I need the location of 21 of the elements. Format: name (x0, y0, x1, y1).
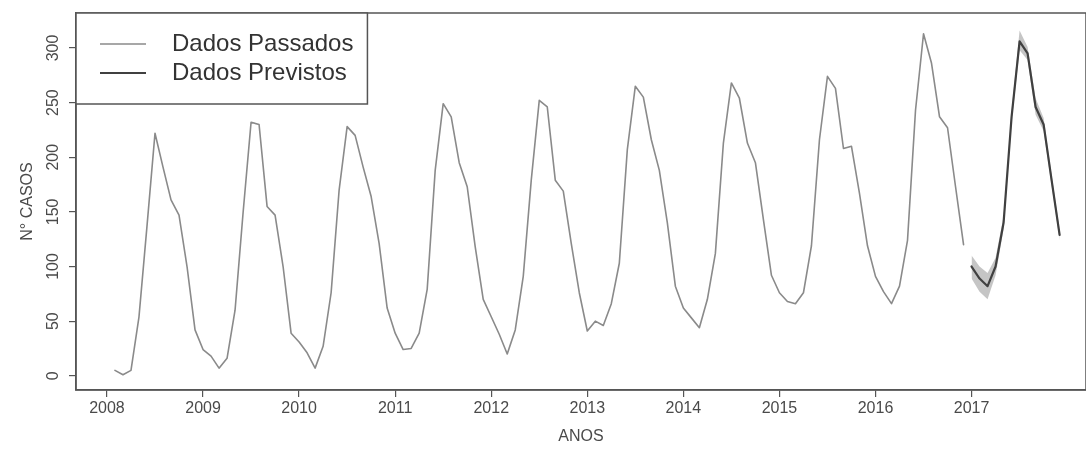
x-tick-label: 2013 (569, 399, 606, 417)
y-tick-label: 50 (44, 312, 62, 331)
y-tick-label: 150 (44, 198, 62, 226)
x-tick-label: 2011 (377, 399, 413, 417)
y-tick-label: 100 (44, 253, 62, 280)
x-tick-label: 2017 (953, 399, 990, 417)
x-axis-title: ANOS (558, 426, 604, 444)
legend-label: Dados Previstos (172, 57, 347, 85)
x-tick-label: 2010 (281, 399, 317, 417)
y-tick-label: 0 (44, 371, 62, 381)
y-tick-label: 250 (44, 89, 62, 116)
y-tick-label: 300 (44, 34, 62, 62)
legend-label: Dados Passados (172, 28, 354, 56)
x-tick-label: 2009 (185, 399, 221, 417)
x-tick-label: 2015 (761, 399, 798, 417)
y-axis-title: N° CASOS (18, 162, 36, 241)
x-tick-label: 2016 (857, 399, 894, 417)
x-tick-label: 2014 (665, 399, 702, 417)
x-tick-label: 2008 (89, 399, 125, 417)
y-tick-label: 200 (44, 143, 62, 171)
x-tick-label: 2012 (473, 399, 510, 417)
